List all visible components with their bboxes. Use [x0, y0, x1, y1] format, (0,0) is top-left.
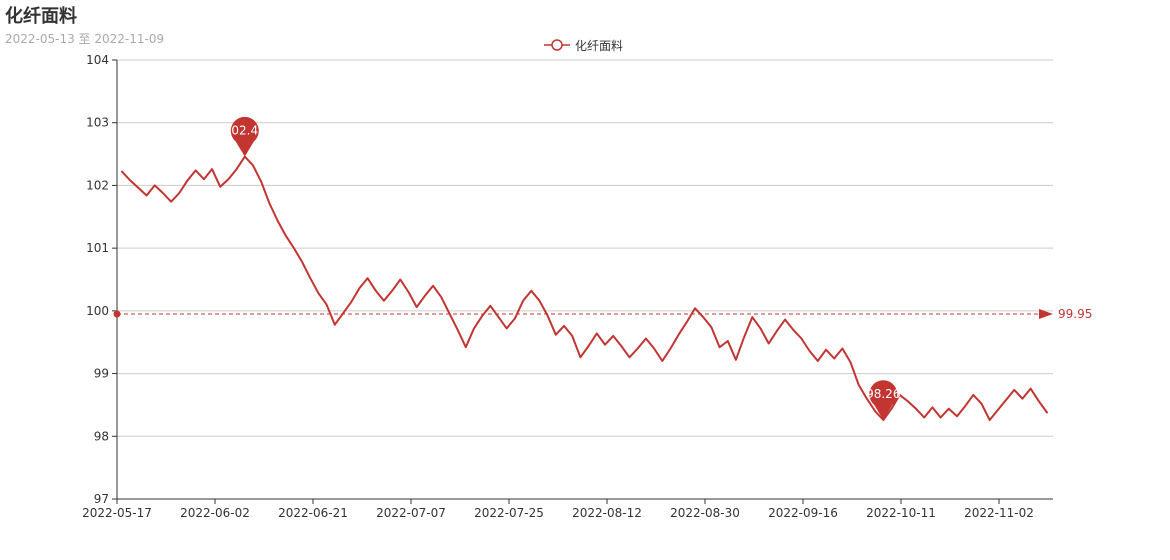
- x-tick-label: 2022-05-17: [82, 506, 152, 520]
- x-tick-label: 2022-07-07: [376, 506, 446, 520]
- y-tick-label: 103: [86, 116, 109, 130]
- y-tick-label: 102: [86, 178, 109, 192]
- mark-point-pin-max: [230, 116, 259, 157]
- legend-item[interactable]: 化纤面料: [544, 37, 623, 53]
- mark-point-pin-min: [869, 380, 898, 420]
- legend-line-circle-icon: [544, 39, 570, 51]
- mark-point-label-min: 98.26: [866, 387, 900, 401]
- mark-line-arrow: [1039, 308, 1053, 319]
- x-tick-label: 2022-07-25: [474, 506, 544, 520]
- y-tick-label: 98: [94, 429, 109, 443]
- chart-subtitle: 2022-05-13 至 2022-11-09: [5, 32, 165, 46]
- x-tick-label: 2022-10-11: [866, 506, 936, 520]
- x-tick-label: 2022-06-02: [180, 506, 250, 520]
- y-tick-label: 99: [94, 367, 109, 381]
- mark-line-label: 99.95: [1058, 307, 1092, 321]
- x-tick-label: 2022-06-21: [278, 506, 348, 520]
- x-tick-label: 2022-08-30: [670, 506, 740, 520]
- y-tick-label: 97: [94, 492, 109, 506]
- mark-point-label-max: 102.46: [224, 124, 266, 138]
- chart-title: 化纤面料: [5, 6, 77, 27]
- x-tick-label: 2022-11-02: [964, 506, 1034, 520]
- legend-label: 化纤面料: [575, 38, 624, 53]
- y-tick-label: 104: [86, 53, 109, 67]
- x-tick-label: 2022-09-16: [768, 506, 838, 520]
- y-tick-label: 100: [86, 304, 109, 318]
- y-tick-label: 101: [86, 241, 109, 255]
- series-line: [121, 155, 1048, 421]
- x-tick-label: 2022-08-12: [572, 506, 642, 520]
